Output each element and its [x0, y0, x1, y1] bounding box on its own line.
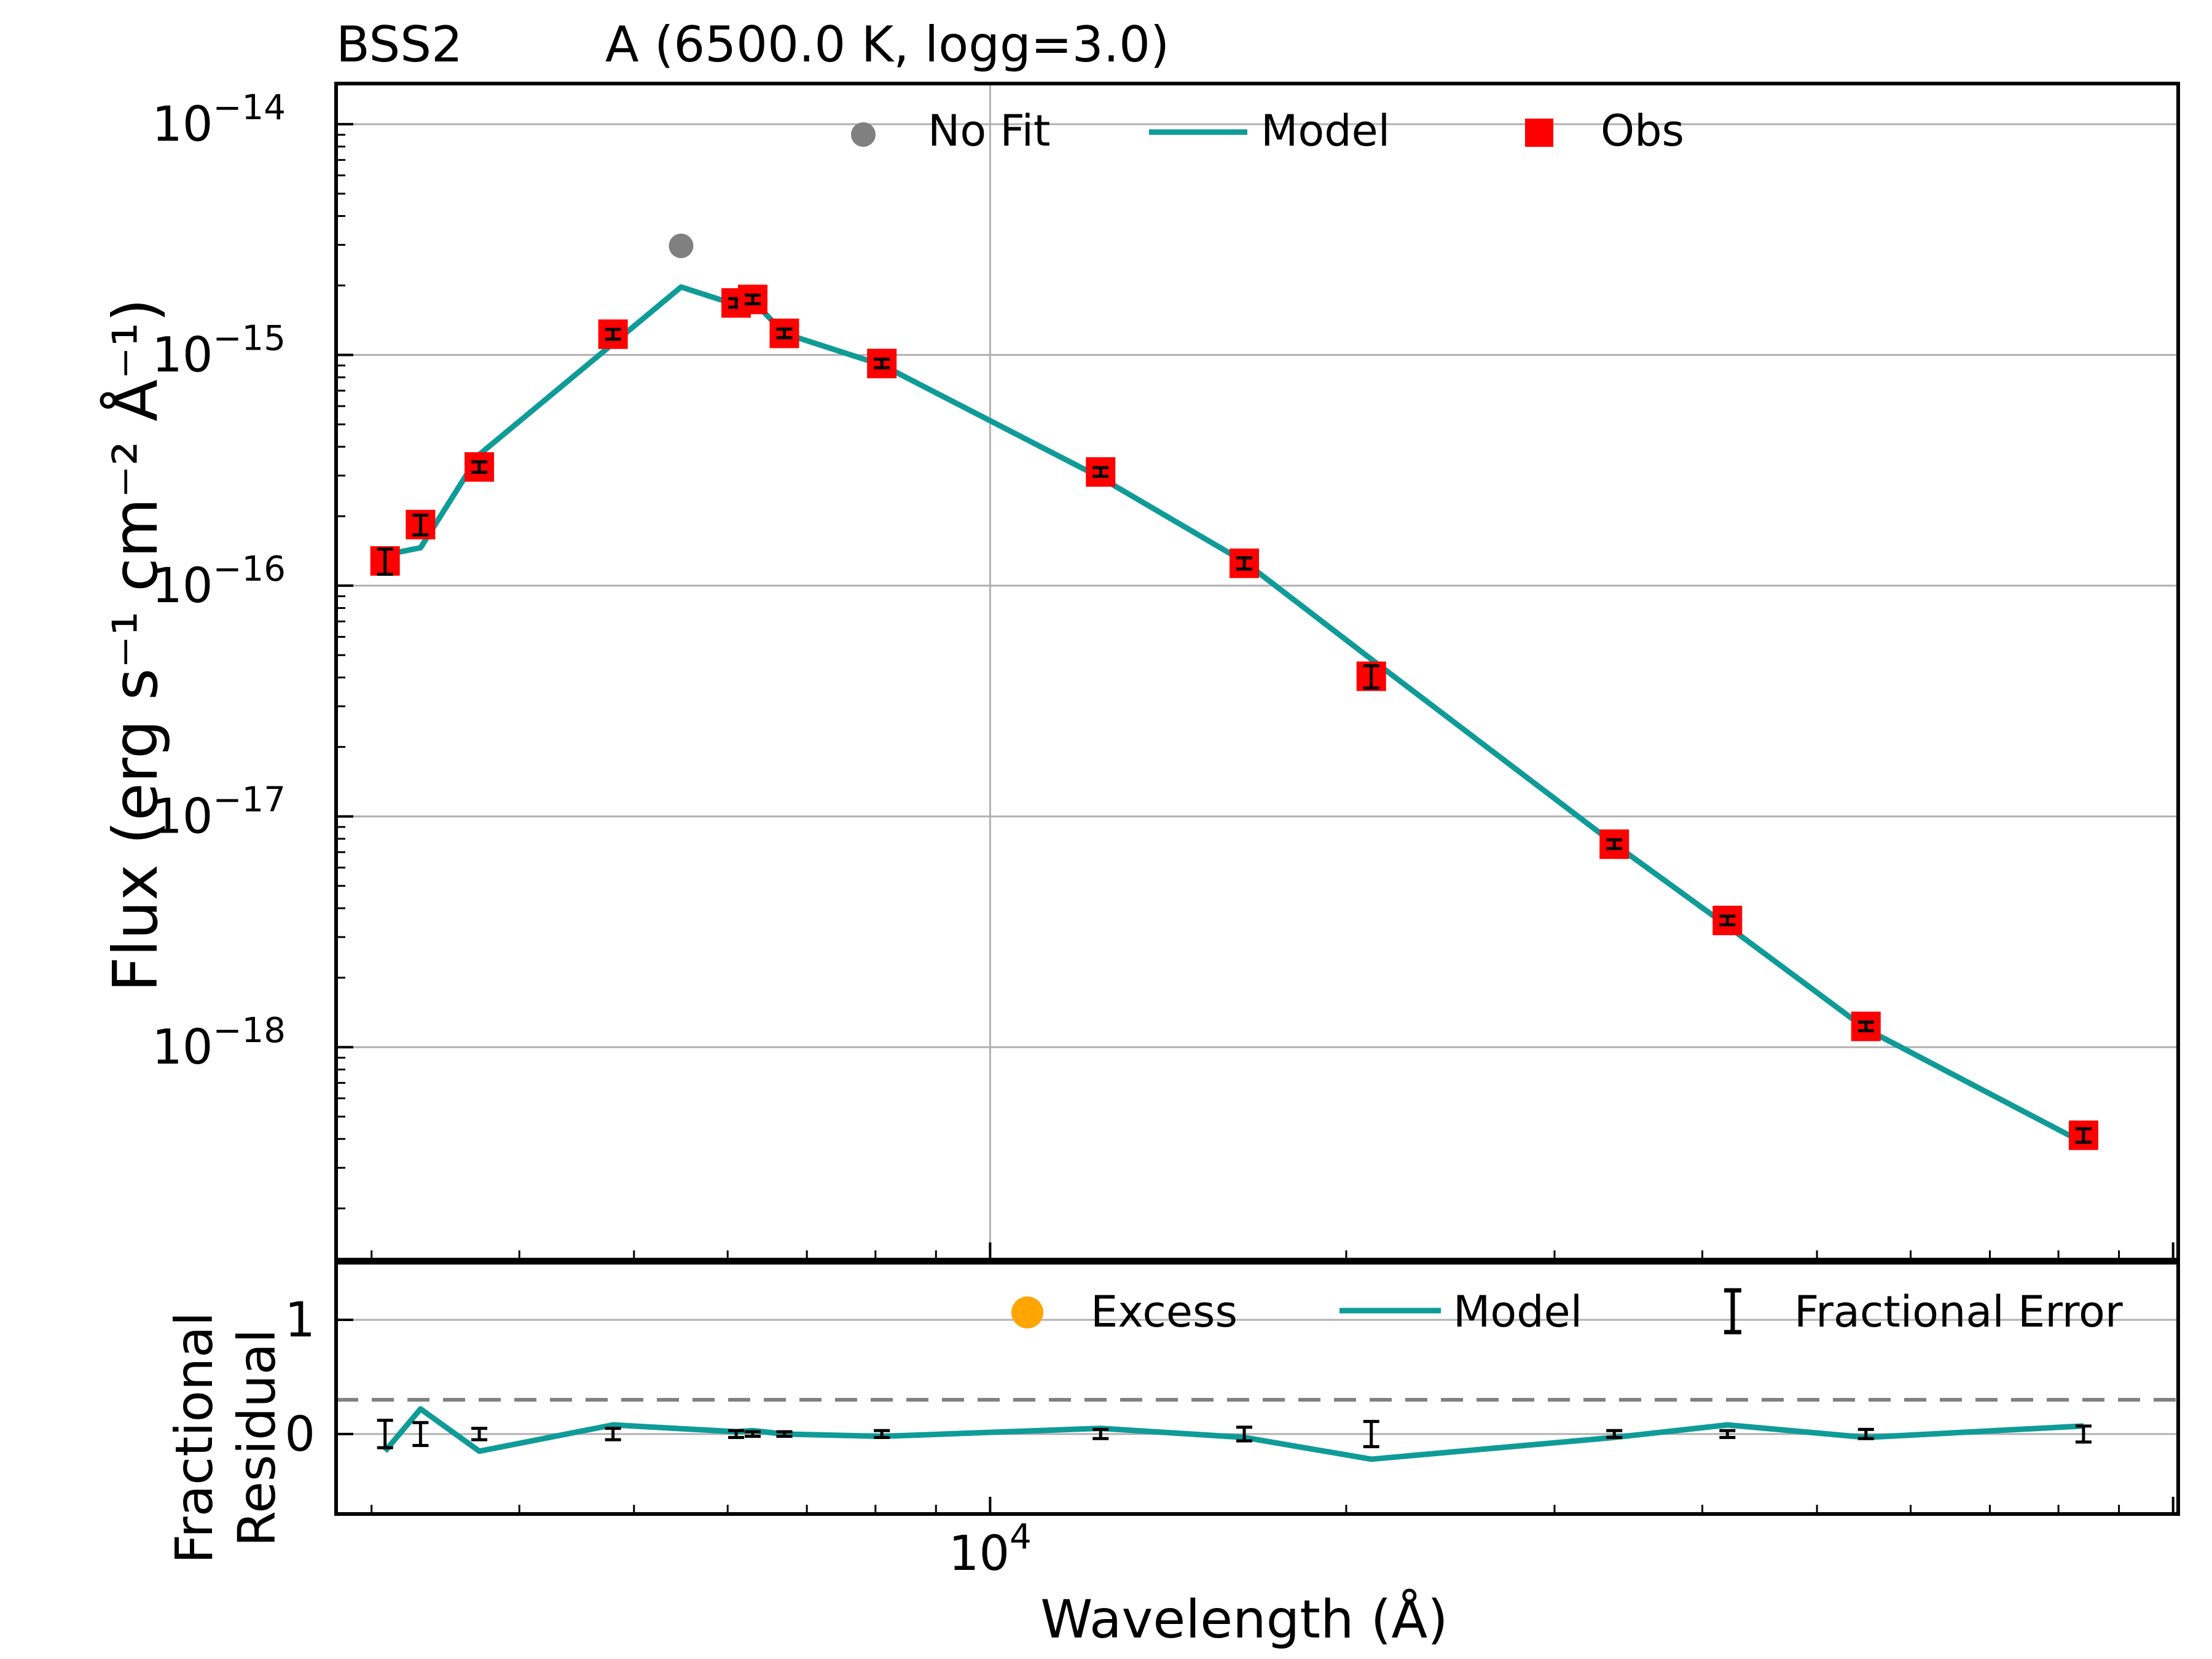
obs-point: [769, 318, 799, 348]
fractional-error-point: [776, 1430, 793, 1438]
residual-y-label-line2: Residual: [227, 1329, 287, 1547]
obs-point: [465, 452, 495, 482]
residual-y-tick-label: 1: [284, 1293, 315, 1348]
fractional-error-point: [1092, 1427, 1109, 1440]
obs-point: [406, 509, 436, 539]
legend-model-label: Model: [1261, 106, 1390, 156]
fractional-error-bars: [377, 1419, 2092, 1449]
title-right: A (6500.0 K, logg=3.0): [605, 16, 1169, 73]
legend-error-marker: [1724, 1288, 1741, 1335]
legend-obs-marker: [1525, 119, 1553, 147]
nofit-marker: [669, 233, 694, 259]
obs-point: [2068, 1120, 2098, 1150]
residual-y-label-line1: Fractional: [164, 1312, 224, 1564]
legend-nofit-marker: [851, 122, 876, 147]
obs-point: [1599, 829, 1630, 859]
y-axis-label: Flux (erg s⁻¹ cm⁻² Å⁻¹): [99, 299, 171, 992]
obs-point: [598, 319, 628, 349]
y-tick-label: 10−18: [152, 1011, 286, 1075]
y-tick-label: 10−14: [152, 88, 286, 152]
model-line: [384, 284, 2085, 1145]
top-tick-labels: 10−18 10−17 10−16 10−15 10−14: [152, 88, 286, 1075]
fractional-error-point: [745, 1430, 761, 1438]
obs-point: [1086, 457, 1116, 487]
residual-panel: 0 1 104 Excess Model Fractional Error Frac…: [164, 1261, 2180, 1650]
y-tick-label: 10−15: [152, 319, 286, 383]
fractional-error-point: [728, 1429, 745, 1439]
fractional-error-point: [605, 1427, 621, 1441]
sed-panel: 10−18 10−17 10−16 10−15 10−14 No Fit Model O…: [99, 82, 2180, 1261]
legend-nofit-label: No Fit: [928, 106, 1051, 156]
fractional-error-point: [471, 1427, 488, 1441]
fractional-error-point: [1606, 1429, 1623, 1439]
fractional-error-point: [2075, 1424, 2092, 1444]
residual-legend: Excess Model Fractional Error: [1011, 1287, 2123, 1337]
sed-panel-frame: [334, 82, 2180, 1261]
legend-excess-label: Excess: [1091, 1287, 1237, 1337]
x-axis-label: Wavelength (Å): [1040, 1588, 1448, 1650]
nofit-points: [669, 233, 694, 259]
residual-panel-frame: [334, 1261, 2180, 1516]
fractional-error-point: [1363, 1419, 1379, 1448]
residual-tick-labels: 0 1 104: [284, 1293, 1032, 1582]
obs-point: [1356, 661, 1386, 691]
fractional-error-point: [874, 1429, 890, 1439]
legend-residual-model-label: Model: [1453, 1287, 1582, 1337]
fractional-error-point: [1719, 1429, 1736, 1439]
fractional-error-point: [377, 1419, 393, 1449]
obs-point: [1851, 1011, 1881, 1041]
obs-points: [370, 284, 2098, 1150]
obs-point: [867, 348, 897, 378]
obs-point: [370, 546, 400, 576]
residual-y-tick-label: 0: [284, 1407, 315, 1462]
legend-error-label: Fractional Error: [1794, 1287, 2123, 1337]
legend-excess-marker: [1011, 1296, 1043, 1328]
x-tick-label: 104: [949, 1517, 1032, 1582]
y-tick-label: 10−17: [152, 780, 286, 845]
y-tick-label: 10−16: [152, 549, 286, 614]
legend-obs-label: Obs: [1601, 106, 1684, 156]
residual-grid: [336, 1319, 2178, 1435]
obs-point: [1712, 906, 1743, 936]
top-grid: [336, 84, 2178, 1260]
obs-point: [738, 284, 768, 315]
fractional-error-point: [1236, 1426, 1253, 1443]
sed-legend: No Fit Model Obs: [851, 106, 1684, 156]
fractional-error-point: [412, 1421, 429, 1447]
title-left: BSS2: [336, 16, 463, 73]
obs-point: [1230, 548, 1260, 578]
fractional-error-point: [1857, 1427, 1874, 1440]
